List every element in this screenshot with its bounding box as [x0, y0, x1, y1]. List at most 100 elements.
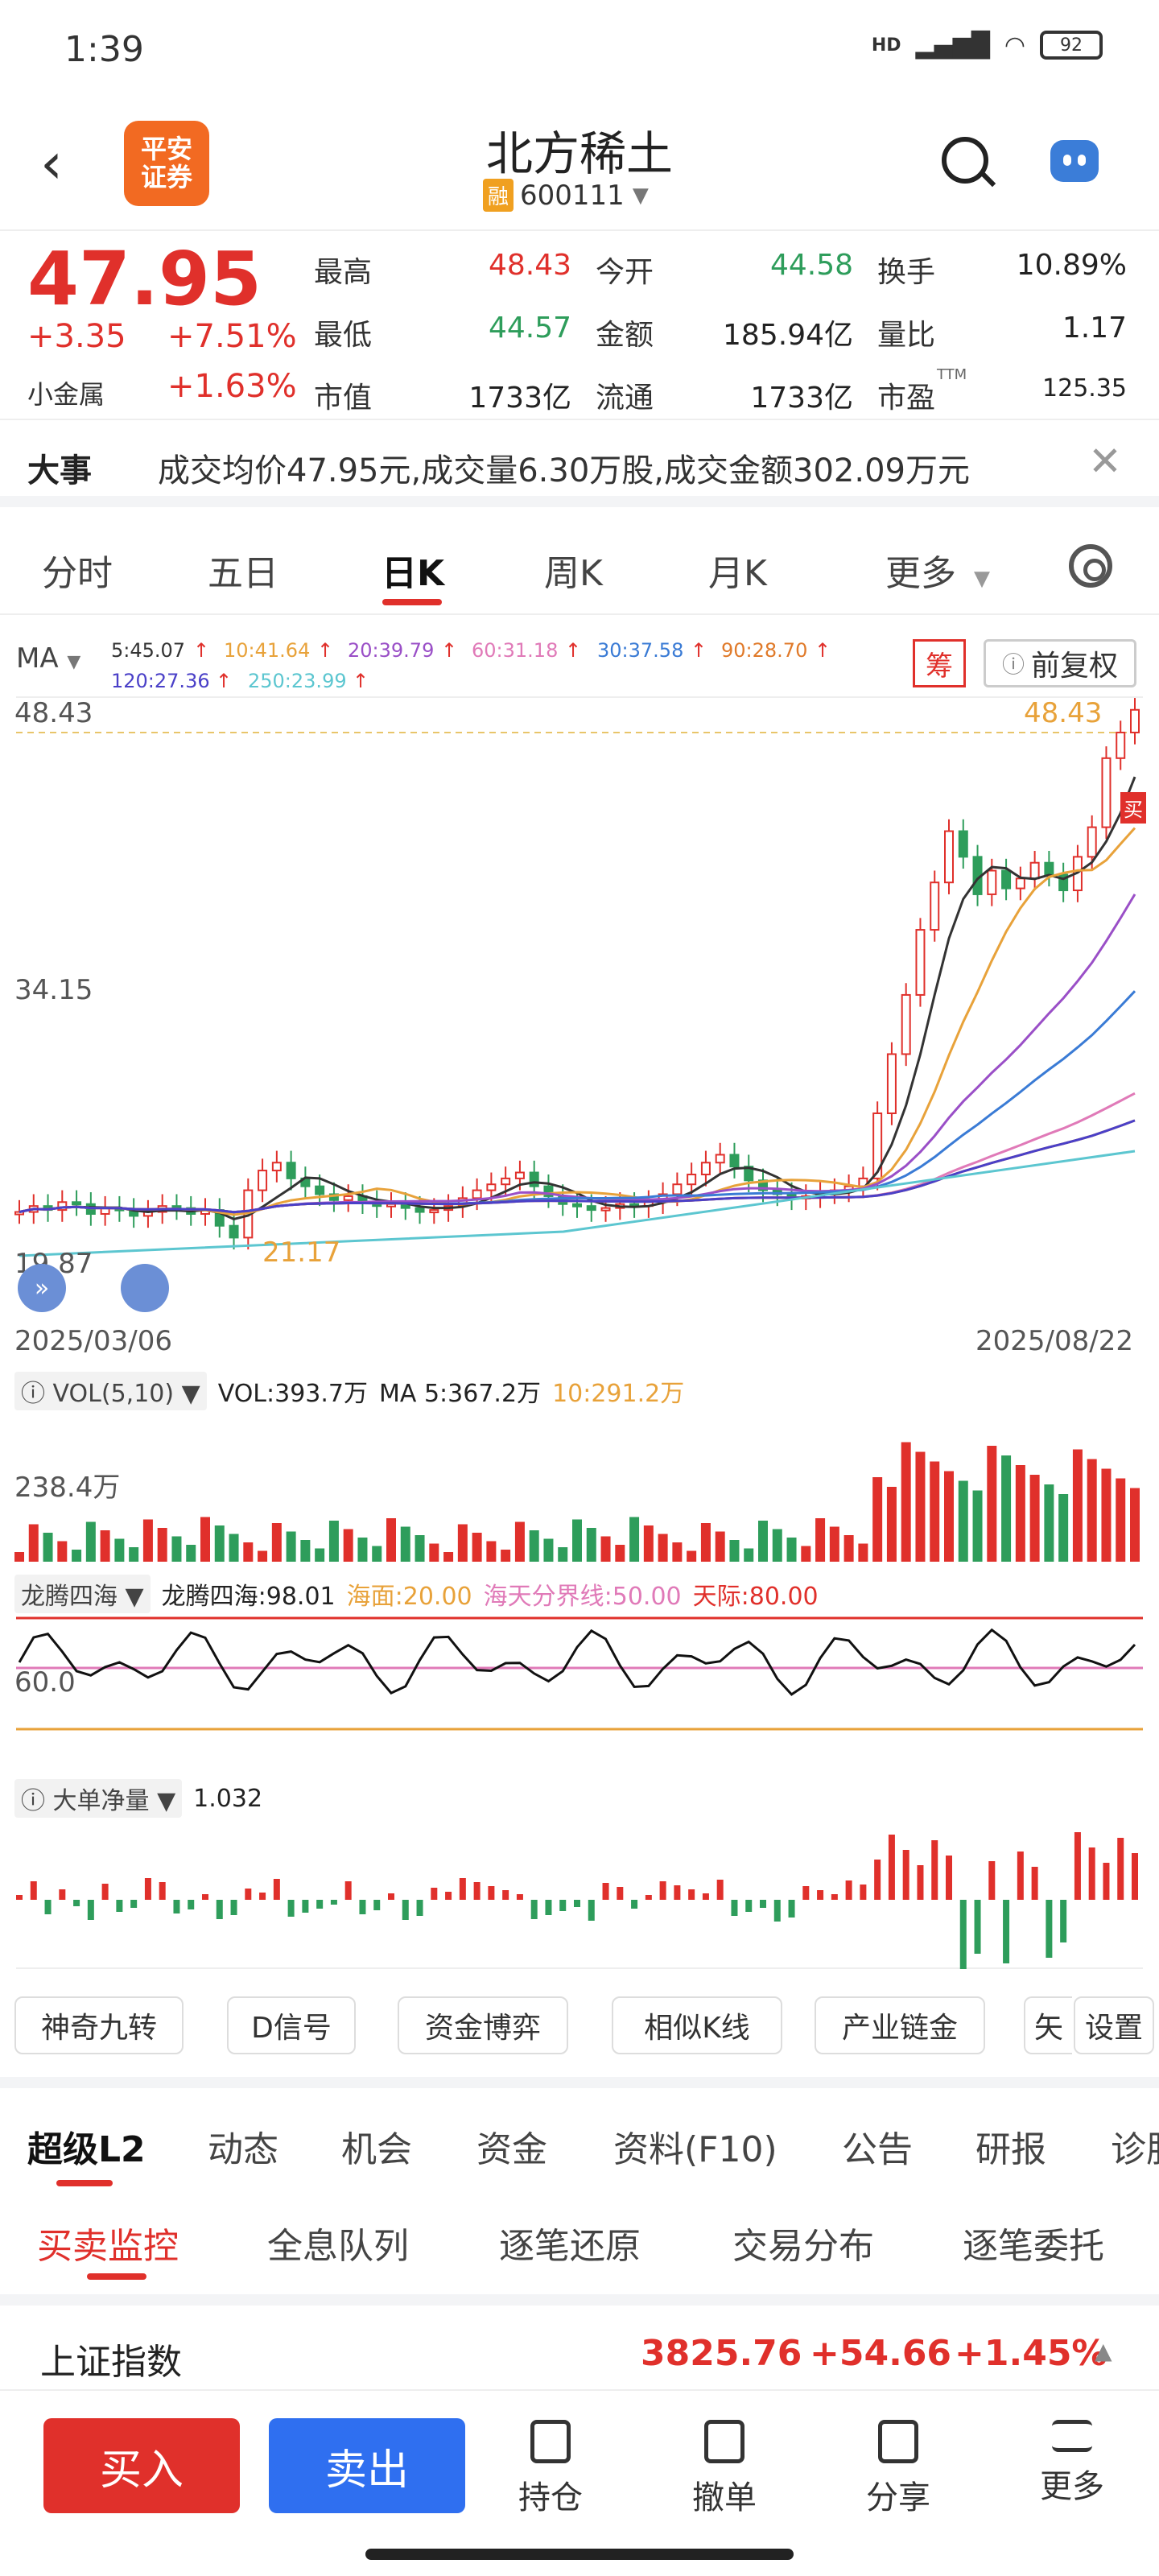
- candle-body: [415, 1207, 425, 1213]
- sell-button[interactable]: 卖出: [269, 2418, 465, 2513]
- candle-body: [1029, 861, 1040, 880]
- volume-bar: [972, 1490, 983, 1562]
- nav-share[interactable]: 分享: [850, 2420, 947, 2518]
- net-flow-bar: [87, 1900, 94, 1920]
- chevron-up-icon[interactable]: ▲: [1095, 2338, 1112, 2364]
- index-name: 上证指数: [40, 2342, 182, 2383]
- info-icon: ⓘ: [21, 1380, 45, 1408]
- active-subtab-indicator: [87, 2273, 146, 2280]
- kline-chart-area[interactable]: MA ▼ 5:45.07 ↑ 10:41.64 ↑ 20:39.79 ↑ 60:31.18 ↑…: [0, 620, 1159, 1988]
- volume-bar: [572, 1519, 582, 1562]
- volume-bar: [658, 1534, 668, 1562]
- volume-bar: [1072, 1449, 1083, 1562]
- indicator-boundary: 海天分界线:50.00: [483, 1583, 682, 1611]
- net-flow-bar: [688, 1889, 695, 1900]
- indicator-selector[interactable]: 龙腾四海 ▼: [14, 1575, 151, 1613]
- tab-diagnosis[interactable]: 诊股: [1111, 2129, 1159, 2170]
- broker-logo: 平安 证券: [124, 121, 209, 206]
- ma-selector[interactable]: MA ▼: [16, 642, 80, 675]
- back-arrow-icon[interactable]: ‹: [40, 130, 63, 196]
- tab-news[interactable]: 动态: [208, 2129, 278, 2170]
- net-flow-bar: [344, 1881, 352, 1900]
- volume-selector[interactable]: ⓘ VOL(5,10) ▼: [14, 1372, 207, 1410]
- battery-icon: 92: [1040, 31, 1103, 60]
- tab-monthly-k[interactable]: 月K: [708, 553, 767, 594]
- candle-body: [501, 1177, 511, 1186]
- indicator-sea: 海面:20.00: [346, 1583, 472, 1611]
- chart-period-tabs: 分时 五日 日K 周K 月K 更多 ▼: [0, 518, 1159, 615]
- volume-bar: [386, 1518, 396, 1562]
- candle-body: [872, 1112, 883, 1179]
- feature-industry-chain[interactable]: 产业链金: [815, 1996, 985, 2054]
- status-bar: 1:39 HD ▂▄▆█ ◠ 92: [0, 0, 1159, 97]
- tab-announcement[interactable]: 公告: [842, 2129, 913, 2170]
- candle-body: [700, 1162, 711, 1175]
- big-order-title: 大单净量: [52, 1787, 150, 1815]
- volume-bar: [843, 1535, 854, 1562]
- candle-body: [901, 993, 911, 1055]
- tab-five-day[interactable]: 五日: [208, 553, 278, 594]
- gear-icon[interactable]: [1069, 544, 1112, 588]
- tab-opportunity[interactable]: 机会: [341, 2129, 412, 2170]
- event-banner[interactable]: 大事 成交均价47.95元,成交量6.30万股,成交金额302.09万元 ✕: [0, 419, 1159, 507]
- nav-cancel-label: 撤单: [692, 2479, 757, 2516]
- candle-body: [1044, 861, 1054, 876]
- candle-body: [486, 1183, 497, 1191]
- sector-name[interactable]: 小金属: [27, 379, 105, 410]
- subtab-trade-distribution[interactable]: 交易分布: [732, 2226, 874, 2267]
- list-icon: [1052, 2420, 1092, 2452]
- candle-body: [386, 1203, 396, 1208]
- expand-left-icon[interactable]: »: [18, 1264, 66, 1312]
- fullscreen-icon[interactable]: [121, 1264, 169, 1312]
- net-flow-bar: [302, 1900, 309, 1913]
- stock-code-selector[interactable]: 融 600111 ▼: [483, 179, 649, 212]
- nav-positions-label: 持仓: [518, 2479, 583, 2516]
- feature-buttons: 神奇九转 D信号 资金博弈 相似K线 产业链金 矢 设置: [0, 1988, 1159, 2069]
- net-flow-bar: [773, 1900, 781, 1922]
- buy-button[interactable]: 买入: [43, 2418, 240, 2513]
- tab-f10[interactable]: 资料(F10): [613, 2129, 777, 2170]
- tab-research[interactable]: 研报: [975, 2129, 1046, 2170]
- candle-body: [586, 1205, 596, 1212]
- big-order-selector[interactable]: ⓘ 大单净量 ▼: [14, 1779, 183, 1818]
- ma-line-30: [19, 990, 1136, 1214]
- subtab-trade-monitor[interactable]: 买卖监控: [37, 2226, 179, 2267]
- assistant-robot-icon[interactable]: [1050, 140, 1099, 182]
- volume-bar: [801, 1546, 811, 1562]
- close-icon[interactable]: ✕: [1088, 438, 1122, 485]
- net-flow-bar: [130, 1900, 138, 1908]
- candle-body: [14, 1211, 24, 1216]
- feature-d-signal[interactable]: D信号: [227, 1996, 356, 2054]
- feature-capital-game[interactable]: 资金博弈: [398, 1996, 568, 2054]
- quote-label: 金额: [596, 319, 654, 352]
- chip-distribution-button[interactable]: 筹: [913, 639, 966, 687]
- search-icon[interactable]: [942, 137, 988, 184]
- subtab-tick-replay[interactable]: 逐笔还原: [499, 2226, 641, 2267]
- feature-nine-turn[interactable]: 神奇九转: [14, 1996, 184, 2054]
- index-ticker[interactable]: 上证指数 3825.76 +54.66 +1.45% ▲: [0, 2294, 1159, 2391]
- feature-partial[interactable]: 矢: [1024, 1996, 1072, 2054]
- volume-bar: [57, 1541, 68, 1562]
- subtab-full-queue[interactable]: 全息队列: [267, 2226, 409, 2267]
- net-flow-bar: [988, 1861, 996, 1900]
- ma-legend-item: 90:28.70: [721, 639, 808, 662]
- feature-settings[interactable]: 设置: [1074, 1996, 1154, 2054]
- tab-funds[interactable]: 资金: [476, 2129, 547, 2170]
- tab-more[interactable]: 更多 ▼: [885, 544, 990, 596]
- tab-weekly-k[interactable]: 周K: [544, 553, 603, 594]
- nav-positions[interactable]: 持仓: [502, 2420, 599, 2518]
- nav-more[interactable]: 更多: [1024, 2420, 1120, 2507]
- tab-super-l2[interactable]: 超级L2: [27, 2129, 146, 2170]
- volume-bar: [171, 1536, 182, 1562]
- tab-daily-k[interactable]: 日K: [382, 553, 445, 594]
- volume-bar: [142, 1519, 153, 1562]
- candle-body: [1015, 877, 1025, 890]
- subtab-tick-orders[interactable]: 逐笔委托: [963, 2226, 1104, 2267]
- volume-bar: [114, 1538, 125, 1562]
- net-flow-bar: [1046, 1900, 1053, 1958]
- adjust-mode-button[interactable]: ⓘ 前复权: [984, 639, 1136, 687]
- feature-similar-k[interactable]: 相似K线: [612, 1996, 782, 2054]
- nav-cancel-order[interactable]: 撤单: [676, 2420, 773, 2518]
- volume-bar: [915, 1451, 926, 1562]
- tab-intraday[interactable]: 分时: [42, 553, 113, 594]
